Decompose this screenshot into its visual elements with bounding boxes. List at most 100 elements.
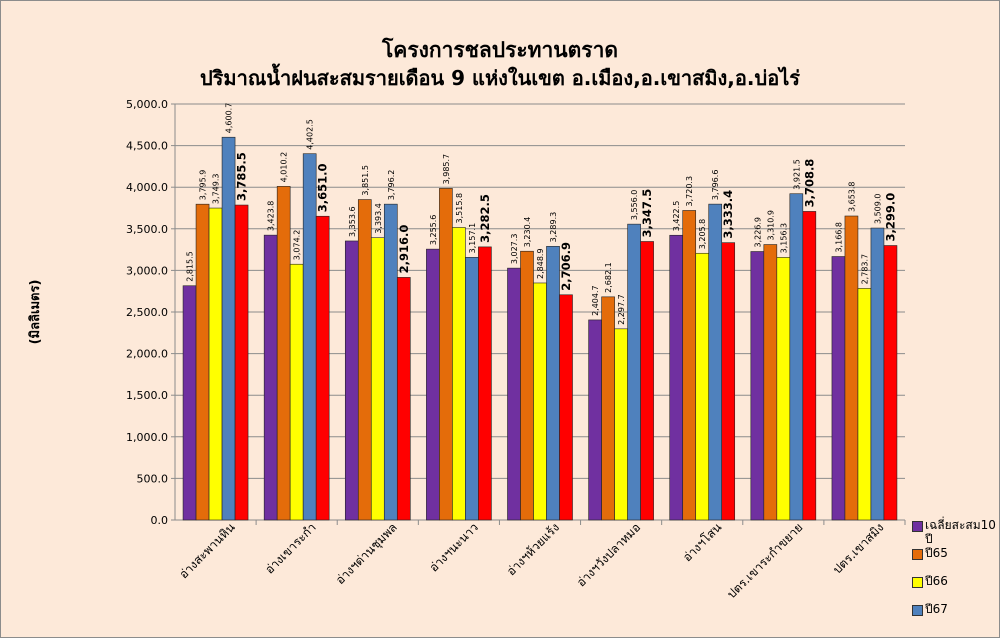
data-label: 3,226.9 — [753, 217, 762, 248]
category-label: อ่างฯโสน — [680, 520, 724, 564]
bar — [289, 263, 304, 521]
data-label: 3,785.5 — [235, 152, 249, 201]
bar — [507, 267, 521, 521]
data-label: 3,299.0 — [883, 193, 897, 242]
legend-label: ปี67 — [925, 602, 948, 616]
bar — [533, 282, 547, 521]
bar — [263, 234, 278, 521]
data-label: 3,282.5 — [478, 194, 492, 243]
bar — [344, 240, 359, 521]
bar — [789, 193, 804, 521]
y-tick-label: 3,000.0 — [126, 264, 168, 277]
bar — [221, 136, 236, 521]
bar — [520, 250, 534, 521]
bar — [627, 223, 641, 521]
data-label: 2,682.1 — [604, 262, 613, 293]
data-label: 3,749.3 — [212, 174, 221, 205]
bar — [276, 186, 291, 521]
legend-label: เฉลี่ยสะสม10 ปี — [925, 518, 996, 546]
data-label: 3,515.8 — [455, 193, 464, 224]
data-label: 3,851.5 — [361, 165, 370, 196]
data-label: 3,027.3 — [510, 234, 519, 265]
category-label: อ่างเขาระกำ — [262, 520, 318, 576]
data-label: 2,783.7 — [860, 254, 869, 285]
bar — [315, 215, 330, 521]
legend: เฉลี่ยสะสม10 ปี ปี65 ปี66 ปี67 — [912, 518, 998, 630]
bar — [857, 288, 872, 521]
data-label: 3,556.0 — [630, 190, 639, 221]
y-tick-label: 500.0 — [137, 472, 169, 485]
bar — [870, 227, 885, 521]
bar — [195, 203, 210, 521]
data-label: 3,156.3 — [779, 223, 788, 254]
data-label: 3,985.7 — [442, 154, 451, 185]
bar — [182, 285, 197, 521]
data-label: 3,166.8 — [834, 222, 843, 253]
data-label: 3,074.2 — [293, 230, 302, 261]
bar — [357, 199, 372, 521]
data-label: 3,509.0 — [873, 194, 882, 225]
data-label: 3,255.6 — [429, 215, 438, 246]
bar — [370, 237, 385, 521]
legend-item: ปี66 — [912, 574, 998, 602]
data-label: 3,796.2 — [387, 170, 396, 201]
data-label: 3,651.0 — [316, 163, 330, 212]
y-tick-label: 1,000.0 — [126, 431, 168, 444]
data-label: 4,402.5 — [306, 119, 315, 150]
bar — [776, 257, 791, 521]
data-label: 3,796.6 — [711, 170, 720, 201]
bar — [234, 204, 249, 521]
bar — [426, 248, 440, 521]
data-label: 3,333.4 — [721, 190, 735, 239]
data-label: 4,010.2 — [280, 152, 289, 183]
data-label: 2,706.9 — [559, 242, 573, 291]
bar — [682, 210, 697, 521]
data-label: 3,289.3 — [549, 212, 558, 243]
data-label: 3,720.3 — [685, 176, 694, 207]
bar — [559, 294, 573, 521]
chart-title: โครงการชลประทานตราด — [382, 38, 618, 62]
legend-swatch — [912, 605, 923, 616]
bar — [452, 227, 466, 521]
data-label: 2,297.7 — [617, 294, 626, 325]
data-label: 3,347.5 — [640, 189, 654, 238]
data-label: 3,157.1 — [468, 223, 477, 254]
y-tick-label: 4,000.0 — [126, 181, 168, 194]
bar — [546, 246, 560, 521]
y-tick-label: 2,500.0 — [126, 306, 168, 319]
bar — [588, 319, 602, 521]
data-label: 2,815.5 — [186, 251, 195, 282]
category-label: อ่างฯด่านชุมพล — [333, 520, 401, 588]
bar — [844, 215, 859, 521]
bar — [708, 203, 723, 521]
data-label: 3,353.6 — [348, 206, 357, 237]
bar — [465, 257, 479, 521]
legend-item: ปี67 — [912, 602, 998, 630]
bar — [208, 207, 223, 521]
category-label: อ่างฯวังปลาหมอ — [574, 520, 643, 589]
bar — [302, 153, 317, 521]
bar — [601, 296, 615, 521]
bar — [669, 234, 684, 521]
data-label: 3,393.4 — [374, 203, 383, 234]
data-label: 2,848.9 — [536, 248, 545, 279]
bar — [831, 256, 846, 521]
bar — [750, 251, 765, 521]
legend-item: เฉลี่ยสะสม10 ปี — [912, 518, 998, 546]
category-label: อ่างฯนะนาว — [427, 520, 481, 574]
legend-swatch — [912, 549, 923, 560]
y-tick-label: 1,500.0 — [126, 389, 168, 402]
bar — [695, 252, 710, 521]
bar — [763, 244, 778, 521]
data-label: 3,205.8 — [698, 219, 707, 250]
data-label: 4,600.7 — [225, 103, 234, 134]
chart-subtitle: ปริมาณน้ำฝนสะสมรายเดือน 9 แห่งในเขต อ.เม… — [199, 66, 801, 90]
legend-label: ปี66 — [925, 574, 948, 588]
legend-label: ปี65 — [925, 546, 948, 560]
bar — [883, 245, 898, 521]
category-label: อ่างฯห้วยแร้ง — [504, 520, 562, 578]
data-label: 2,916.0 — [397, 225, 411, 274]
bar — [802, 211, 817, 521]
category-label: ปตร.เขาระกำขยาย — [724, 520, 805, 601]
